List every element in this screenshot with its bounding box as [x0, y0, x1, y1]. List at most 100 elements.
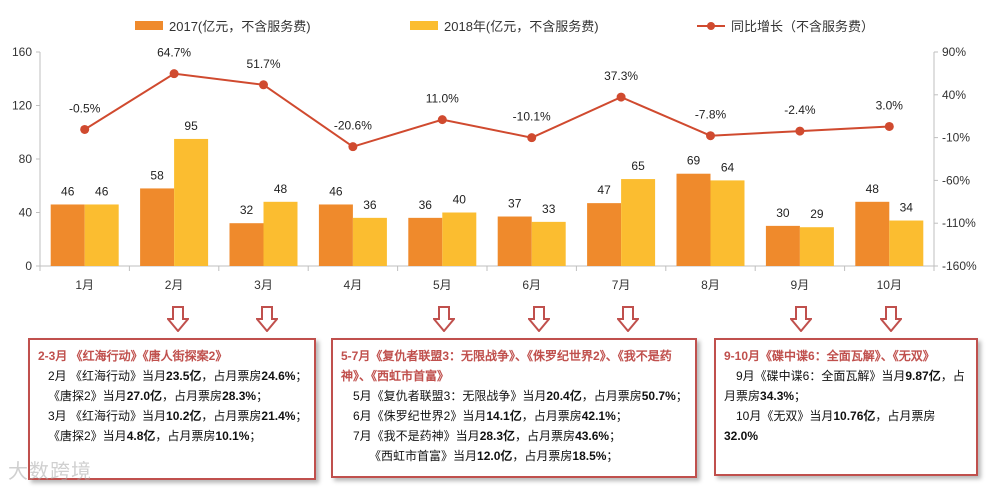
box-line: 《唐探2》当月27.0亿，占月票房28.3%；	[38, 386, 306, 406]
growth-line	[84, 72, 890, 148]
growth-label: -20.6%	[334, 119, 372, 133]
bar-2018	[889, 220, 924, 266]
combo-chart: 0 40 80 120 160 -160% -110% -60% -10% 40% 90% 46 46 1…	[12, 45, 977, 292]
legend-growth-marker	[697, 21, 725, 31]
bar-2017-label: 37	[508, 197, 522, 211]
x-tick-label: 1月	[75, 278, 94, 292]
down-arrow-icon	[880, 306, 902, 332]
bar-2018	[263, 201, 298, 266]
growth-label: 3.0%	[876, 98, 904, 112]
box-line: 6月《侏罗纪世界2》当月14.1亿，占月票房42.1%；	[341, 406, 687, 426]
bar-2017	[855, 201, 890, 266]
x-tick-label: 3月	[254, 278, 273, 292]
box-line-value: 32.0%	[724, 429, 759, 443]
x-tick-label: 9月	[791, 278, 810, 292]
growth-point	[527, 133, 537, 143]
box-line-text: 10月《无双》当月	[736, 409, 834, 423]
down-arrow-icon	[256, 306, 278, 332]
box-line-value: 18.5%	[572, 449, 607, 463]
growth-label: 64.7%	[157, 46, 191, 60]
box-line-value: 14.1亿	[486, 409, 522, 423]
box-line-text: ，占月票房	[162, 389, 223, 403]
box-line-text: ；	[615, 409, 628, 423]
bar-2017	[318, 204, 353, 266]
bar-2018	[352, 217, 387, 266]
box-line-text: ，占月票房	[724, 369, 965, 403]
bar-2017	[587, 203, 622, 266]
x-tick-label: 4月	[344, 278, 363, 292]
box-line-value: 50.7%	[641, 389, 676, 403]
box-line-text: ；	[675, 389, 688, 403]
box-line-text: 7月《我不是药神》当月	[353, 429, 480, 443]
growth-label: -2.4%	[784, 103, 816, 117]
growth-point	[259, 80, 268, 90]
box-line-text: ；	[249, 429, 262, 443]
bar-2017	[676, 173, 711, 266]
box-line-text: ；	[609, 429, 622, 443]
bar-2017-label: 58	[150, 168, 164, 182]
box-line-value: 10.2亿	[166, 409, 202, 423]
box-line-value: 21.4%	[261, 409, 296, 423]
growth-label: 11.0%	[426, 92, 459, 106]
legend-2017-swatch	[135, 21, 163, 30]
bar-2017	[140, 188, 175, 266]
box-line-value: 23.5亿	[166, 369, 202, 383]
legend-2017-label: 2017(亿元，不含服务费)	[169, 19, 311, 34]
bar-2017-label: 30	[776, 206, 790, 220]
box-title: 2-3月 《红海行动》《唐人街探案2》	[38, 349, 228, 363]
box-line-value: 27.0亿	[126, 389, 163, 403]
box-line-text: ，占月票房	[155, 429, 216, 443]
growth-point	[348, 142, 358, 152]
legend-2017: 2017(亿元，不含服务费)	[135, 16, 311, 35]
box-line-value: 10.1%	[215, 429, 250, 443]
box-line-text: 5月《复仇者联盟3：无限战争》当月	[353, 389, 547, 403]
box-line: 《西虹市首富》当月12.0亿，占月票房18.5%；	[341, 446, 687, 466]
bar-2018-label: 48	[274, 182, 288, 196]
bar-2018-label: 65	[631, 159, 645, 173]
bar-2017-label: 46	[329, 184, 343, 198]
box-line-text: 《唐探2》当月	[48, 389, 127, 403]
y-right-tick-label: -110%	[942, 216, 976, 230]
down-arrow-icon	[790, 306, 812, 332]
box-line-value: 42.1%	[581, 409, 616, 423]
legend-2018: 2018年(亿元，不含服务费)	[410, 16, 599, 35]
box-line-value: 43.6%	[575, 429, 610, 443]
box-line-value: 9.87亿	[905, 369, 941, 383]
box-line-value: 24.6%	[261, 369, 296, 383]
bar-2018	[710, 180, 745, 266]
bar-2017-label: 32	[240, 203, 254, 217]
y-right-tick-label: 40%	[942, 88, 966, 102]
bar-2017-label: 47	[597, 183, 611, 197]
box-line-text: 9月《碟中谍6：全面瓦解》当月	[736, 369, 906, 383]
bar-2017-label: 36	[419, 198, 433, 212]
y-left-tick-label: 0	[25, 259, 32, 273]
y-right-tick-label: -10%	[942, 131, 970, 145]
box-line-text: 《唐探2》当月	[48, 429, 127, 443]
box-title: 5-7月《复仇者联盟3：无限战争》、《侏罗纪世界2》、《我不是药神》、《西虹市首…	[341, 349, 672, 383]
growth-point	[706, 131, 715, 141]
box-line: 3月 《红海行动》当月10.2亿，占月票房21.4%；	[38, 406, 307, 426]
box-line-value: 12.0亿	[477, 449, 513, 463]
growth-point	[437, 115, 447, 125]
box-line-text: ；	[295, 369, 308, 383]
box-line-text: ，占月票房	[201, 409, 262, 423]
x-tick-label: 2月	[165, 278, 184, 292]
box-line-value: 4.8亿	[126, 429, 156, 443]
legend-2018-swatch	[410, 21, 438, 30]
box-line-value: 10.76亿	[833, 409, 876, 423]
box-line-text: 《西虹市首富》当月	[369, 449, 478, 463]
box-line-text: ，占月票房	[875, 409, 936, 423]
bar-2018-label: 29	[810, 207, 824, 221]
legend-growth-label: 同比增长（不含服务费）	[731, 19, 875, 34]
bar-2017	[497, 216, 532, 266]
box-line-text: ；	[606, 449, 619, 463]
down-arrow-icon	[528, 306, 550, 332]
bar-2018	[174, 138, 209, 266]
x-tick-label: 7月	[612, 278, 631, 292]
bar-2017	[50, 204, 85, 266]
bar-2018-label: 34	[900, 201, 914, 215]
bar-2018	[442, 212, 477, 266]
box-line-text: ；	[256, 389, 269, 403]
box-line-text: ，占月票房	[515, 429, 576, 443]
bar-2018	[84, 204, 119, 266]
